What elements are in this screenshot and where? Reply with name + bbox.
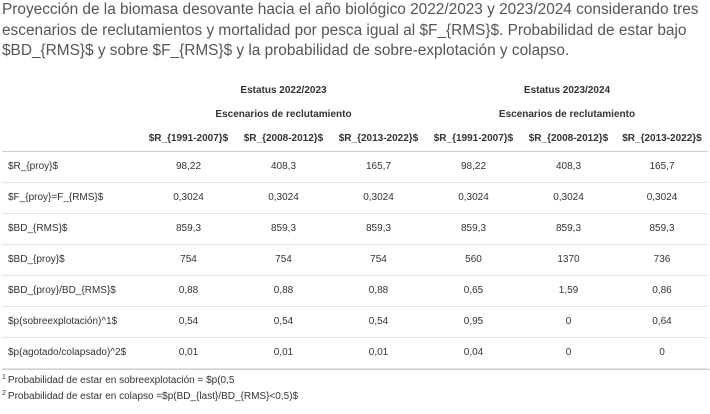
table-row: $R_{proy}$ 98,22 408,3 165,7 98,22 408,3…: [2, 151, 708, 183]
subgroup-header: Escenarios de reclutamiento: [498, 109, 636, 120]
table-row: $F_{proy}=F_{RMS}$ 0,3024 0,3024 0,3024 …: [2, 182, 708, 214]
table-cell: 859,3: [236, 213, 331, 245]
column-header: $R_{2008-2012}$: [521, 126, 616, 152]
table-cell: 0,3024: [331, 182, 426, 214]
table-cell: 0,3024: [521, 182, 616, 214]
table-cell: 408,3: [236, 151, 331, 183]
projection-table: Estatus 2022/2023 Estatus 2023/2024 Esce…: [2, 79, 708, 369]
row-label: $p(agotado/colapsado)^2$: [2, 337, 141, 369]
table-cell: 0: [521, 306, 616, 338]
table-cell: 0,01: [141, 337, 236, 369]
table-cell: 1,59: [521, 275, 616, 307]
table-cell: 0,88: [141, 275, 236, 307]
row-label: $BD_{proy}/BD_{RMS}$: [2, 275, 141, 307]
column-header: $R_{1991-2007}$: [426, 126, 521, 152]
subgroup-header: Escenarios de reclutamiento: [215, 109, 352, 120]
table-cell: 408,3: [521, 151, 616, 183]
table-cell: 0,88: [236, 275, 331, 307]
column-header: $R_{2013-2022}$: [616, 126, 708, 152]
group-header-2023-2024: Estatus 2023/2024: [523, 85, 611, 96]
table-cell: 0,54: [141, 306, 236, 338]
empty-corner-header: [2, 103, 141, 127]
table-cell: 0,3024: [141, 182, 236, 214]
table-cell: 0,54: [236, 306, 331, 338]
table-caption: Proyección de la biomasa desovante hacia…: [2, 1, 699, 59]
group-header-2022-2023: Estatus 2022/2023: [240, 85, 327, 96]
table-cell: 0,04: [426, 337, 521, 369]
table-cell: 0,64: [616, 306, 708, 338]
footnote-mark: 1: [2, 373, 6, 381]
table-row: $p(sobreexplotación)^1$ 0,54 0,54 0,54 0…: [2, 306, 708, 338]
table-cell: 0: [521, 337, 616, 369]
table-cell: 0,86: [616, 275, 708, 307]
column-header: $R_{2008-2012}$: [236, 126, 331, 152]
table-cell: 0: [616, 337, 708, 369]
row-label: $BD_{proy}$: [2, 244, 141, 276]
table-cell: 0,01: [236, 337, 331, 369]
footnote-text: Probabilidad de estar en colapso =$p(BD_…: [7, 390, 299, 402]
table-cell: 0,65: [426, 275, 521, 307]
table-cell: 859,3: [141, 213, 236, 245]
table-cell: 754: [141, 244, 236, 276]
footnote-text: Probabilidad de estar en sobreexplotació…: [7, 374, 235, 386]
table-cell: 0,3024: [426, 182, 521, 214]
table-cell: 736: [616, 244, 708, 276]
table-row: $BD_{RMS}$ 859,3 859,3 859,3 859,3 859,3…: [2, 213, 708, 245]
footnote-1: 1 Probabilidad de estar en sobreexplotaci…: [2, 368, 710, 387]
column-header: $R_{1991-2007}$: [141, 126, 236, 152]
table-cell: 1370: [521, 244, 616, 276]
empty-corner-header: [2, 126, 141, 152]
table-cell: 0,54: [331, 306, 426, 338]
table-row: $p(agotado/colapsado)^2$ 0,01 0,01 0,01 …: [2, 337, 708, 369]
table-cell: 0,3024: [616, 182, 708, 214]
row-label: $F_{proy}=F_{RMS}$: [2, 182, 141, 214]
table-cell: 560: [426, 244, 521, 276]
table-cell: 859,3: [426, 213, 521, 245]
table-cell: 0,01: [331, 337, 426, 369]
table-cell: 754: [236, 244, 331, 276]
table-cell: 0,88: [331, 275, 426, 307]
table-cell: 165,7: [331, 151, 426, 183]
table-cell: 98,22: [141, 151, 236, 183]
empty-corner-header: [2, 79, 141, 103]
footnote-2: 2 Probabilidad de estar en colapso =$p(BD…: [2, 387, 710, 403]
table-cell: 859,3: [331, 213, 426, 245]
table-cell: 859,3: [616, 213, 708, 245]
row-label: $R_{proy}$: [2, 151, 141, 183]
row-label: $BD_{RMS}$: [2, 213, 141, 245]
table-cell: 0,95: [426, 306, 521, 338]
table-cell: 98,22: [426, 151, 521, 183]
row-label: $p(sobreexplotación)^1$: [2, 306, 141, 338]
table-cell: 165,7: [616, 151, 708, 183]
table-row: $BD_{proy}$ 754 754 754 560 1370 736: [2, 244, 708, 276]
table-row: $BD_{proy}/BD_{RMS}$ 0,88 0,88 0,88 0,65…: [2, 275, 708, 307]
column-header: $R_{2013-2022}$: [331, 126, 426, 152]
table-cell: 859,3: [521, 213, 616, 245]
table-cell: 0,3024: [236, 182, 331, 214]
table-cell: 754: [331, 244, 426, 276]
footnote-mark: 2: [2, 389, 6, 397]
